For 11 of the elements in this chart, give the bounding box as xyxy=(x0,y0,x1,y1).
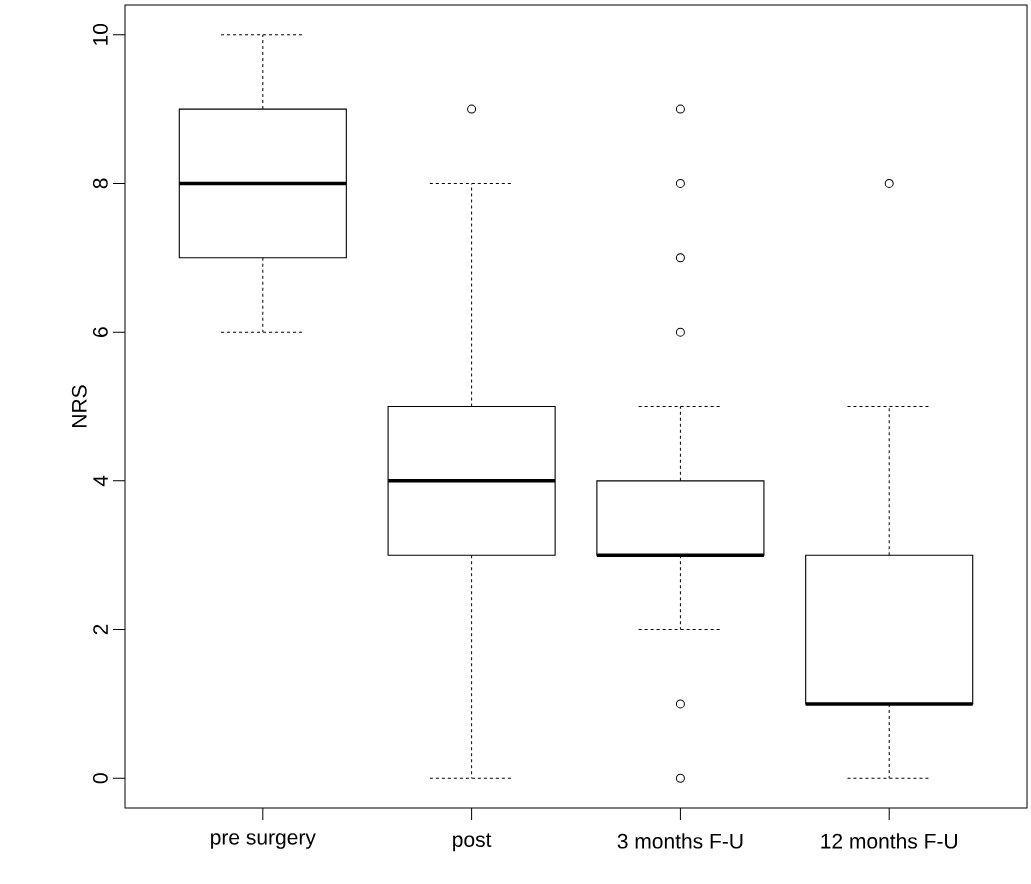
y-tick-label: 6 xyxy=(92,327,108,337)
y-tick-label: 4 xyxy=(93,475,108,487)
y-axis-title: NRS xyxy=(71,385,87,427)
x-tick-label: pre surgery xyxy=(211,833,316,849)
y-tick-label: 8 xyxy=(92,178,108,189)
x-tick-label: post xyxy=(453,833,492,852)
x-tick-label: 12 months F-U xyxy=(821,833,957,849)
x-tick-label: 3 months F-U xyxy=(617,833,743,849)
y-tick-label: 10 xyxy=(92,23,108,45)
y-tick-label: 0 xyxy=(92,773,108,784)
y-tick-label: 2 xyxy=(93,624,108,635)
